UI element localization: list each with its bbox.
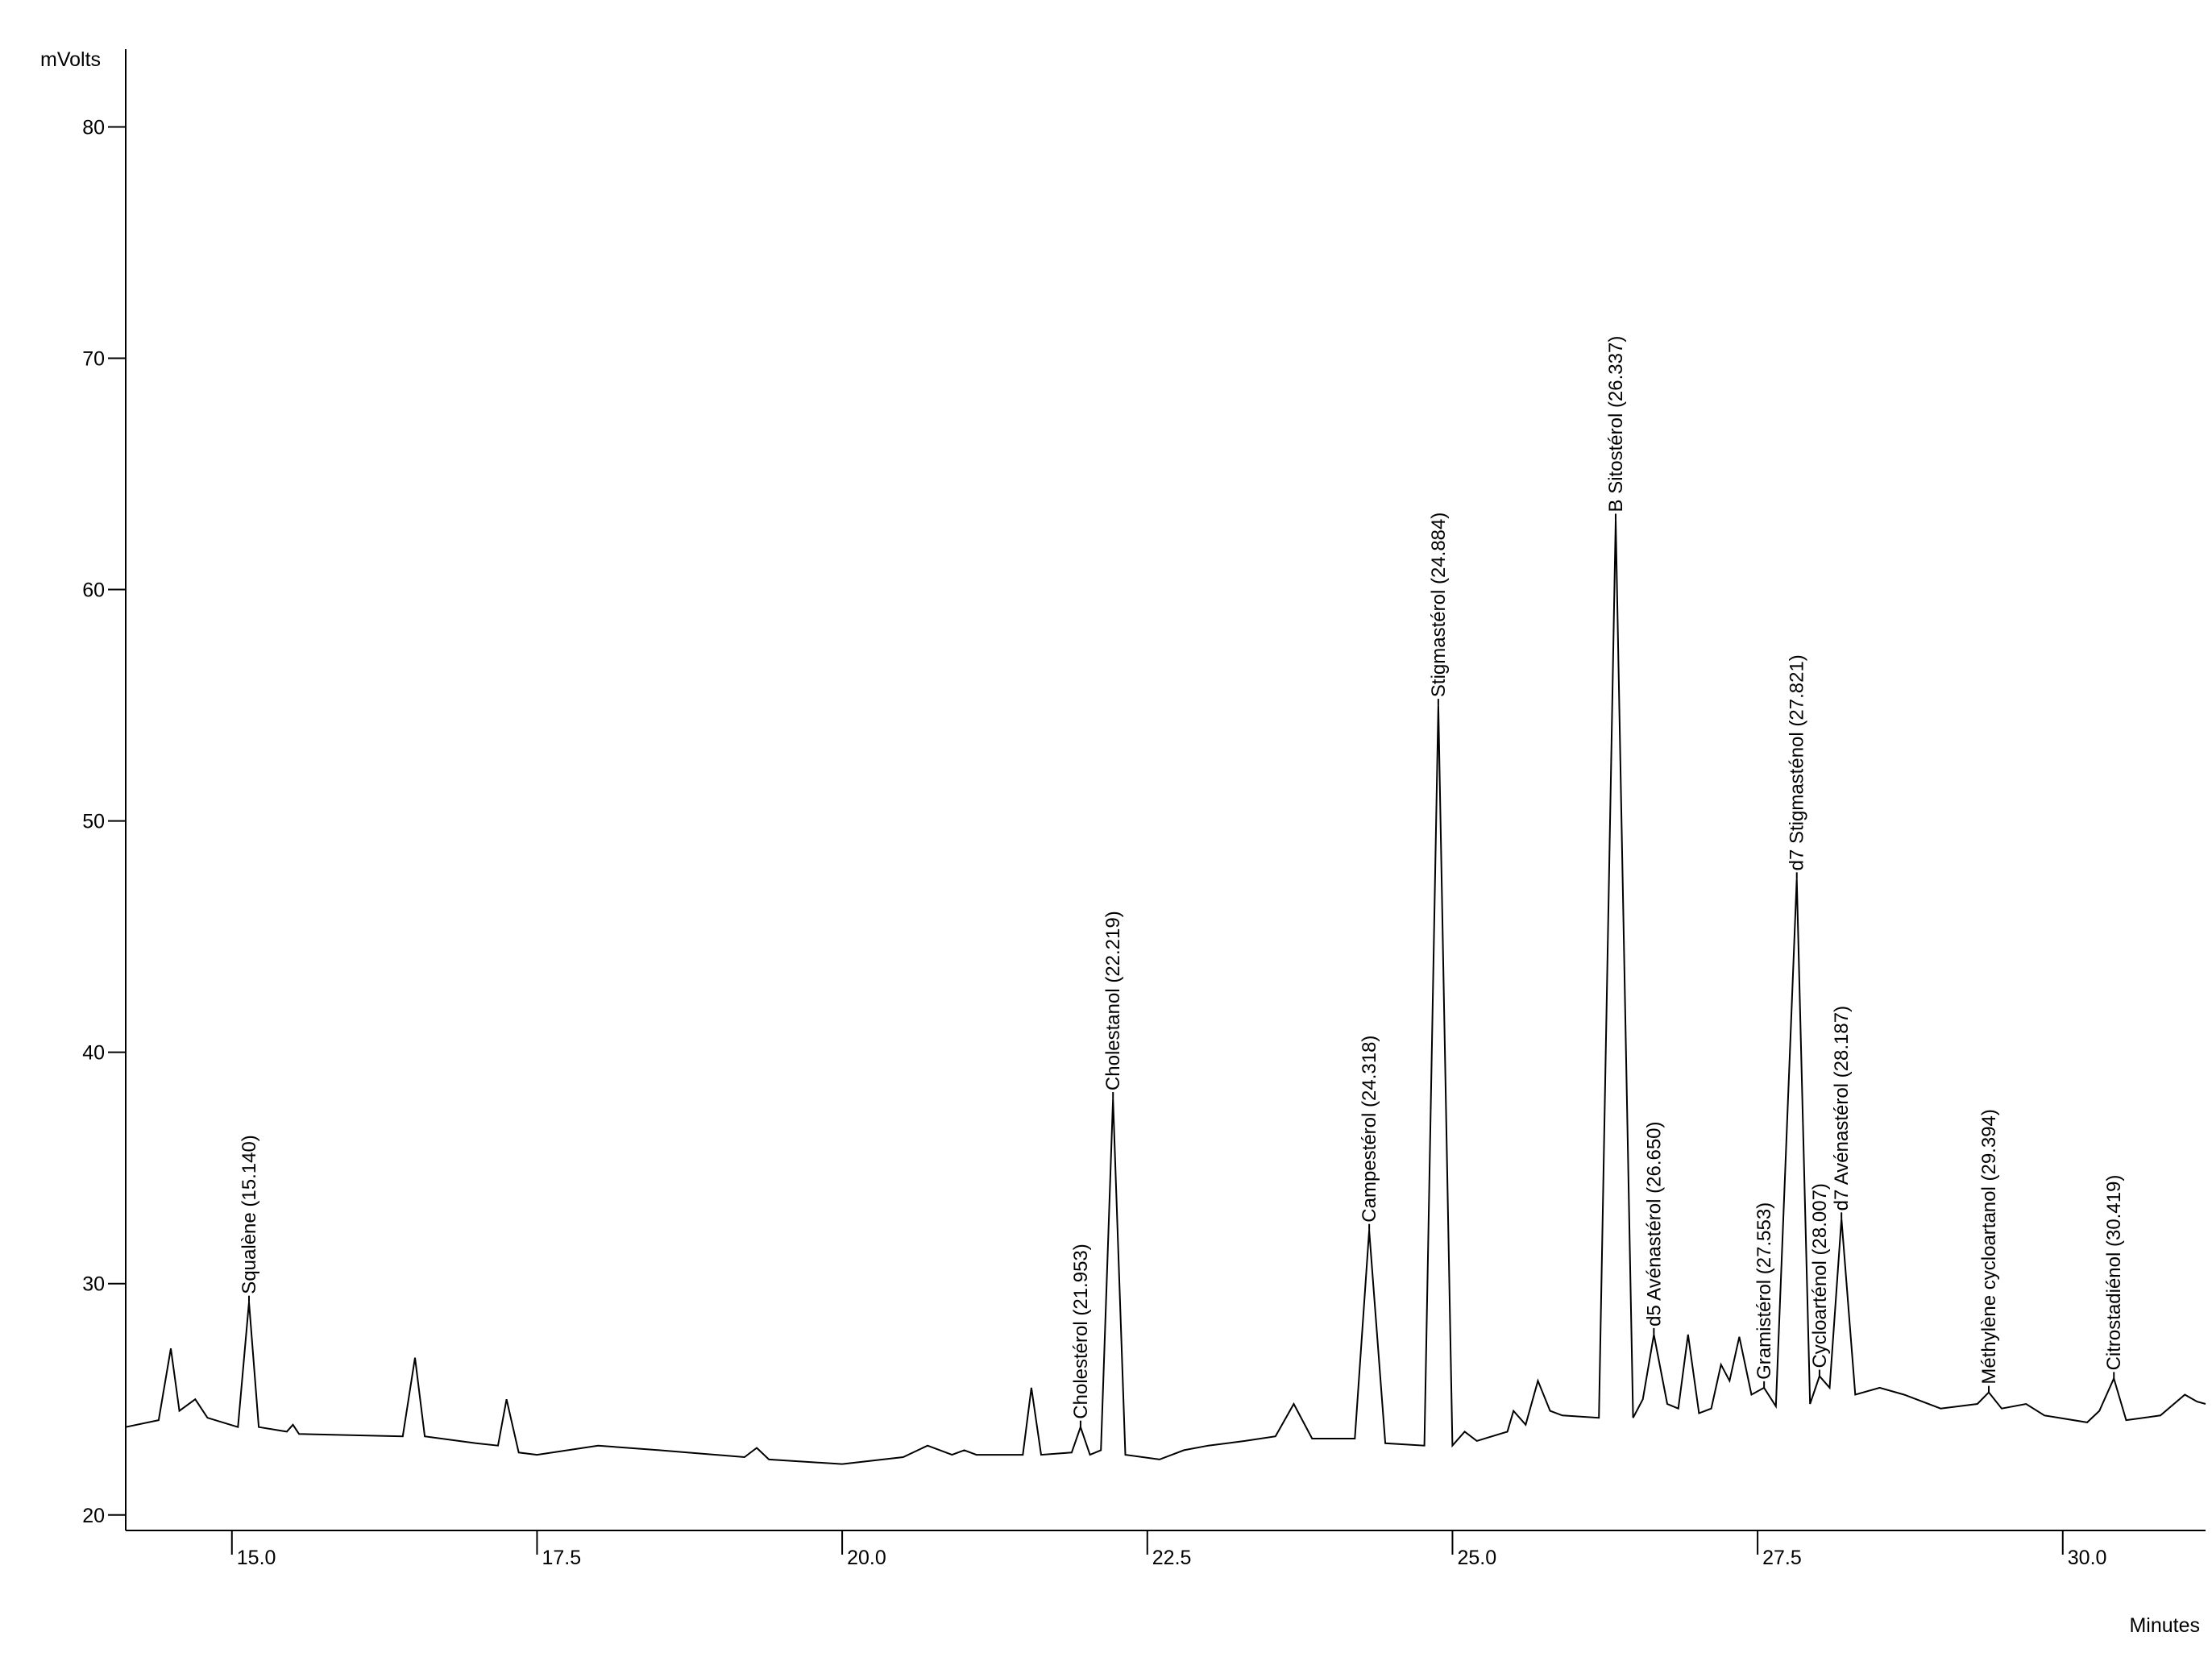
x-tick-label: 15.0 bbox=[237, 1547, 276, 1569]
x-tick-label: 22.5 bbox=[1152, 1547, 1192, 1569]
x-tick-label: 25.0 bbox=[1457, 1547, 1496, 1569]
peak-label: Méthylène cycloartanol (29.394) bbox=[1978, 1109, 2000, 1385]
peak-label: Campestérol (24.318) bbox=[1359, 1036, 1380, 1223]
peak-label: Gramistérol (27.553) bbox=[1753, 1202, 1775, 1380]
y-tick-label: 40 bbox=[82, 1042, 105, 1065]
y-tick-label: 80 bbox=[82, 116, 105, 139]
y-axis-label: mVolts bbox=[40, 48, 101, 71]
y-tick-label: 60 bbox=[82, 579, 105, 602]
x-axis-label: Minutes bbox=[2129, 1614, 2200, 1637]
peak-label: Stigmastérol (24.884) bbox=[1428, 513, 1450, 697]
y-tick-label: 70 bbox=[82, 348, 105, 371]
x-tick-label: 27.5 bbox=[1762, 1547, 1802, 1569]
peak-label: Squalène (15.140) bbox=[239, 1135, 260, 1294]
x-tick-label: 30.0 bbox=[2068, 1547, 2107, 1569]
peak-label: d7 Avénastérol (28.187) bbox=[1831, 1006, 1853, 1211]
x-tick-label: 20.0 bbox=[847, 1547, 886, 1569]
x-tick-label: 17.5 bbox=[542, 1547, 581, 1569]
y-tick-label: 20 bbox=[82, 1505, 105, 1527]
peak-label: d7 Stigmasténol (27.821) bbox=[1787, 654, 1808, 870]
y-tick-label: 50 bbox=[82, 811, 105, 833]
y-tick-label: 30 bbox=[82, 1273, 105, 1296]
trace bbox=[125, 520, 2206, 1465]
peak-label: Cholestérol (21.953) bbox=[1070, 1244, 1092, 1418]
peak-label: Cycloarténol (28.007) bbox=[1809, 1183, 1831, 1368]
peak-label: B Sitostérol (26.337) bbox=[1605, 336, 1627, 513]
peak-label: Citrostadiénol (30.419) bbox=[2103, 1175, 2125, 1371]
peak-label: Cholestanol (22.219) bbox=[1102, 911, 1124, 1090]
peak-label: d5 Avénastérol (26.650) bbox=[1643, 1121, 1665, 1326]
